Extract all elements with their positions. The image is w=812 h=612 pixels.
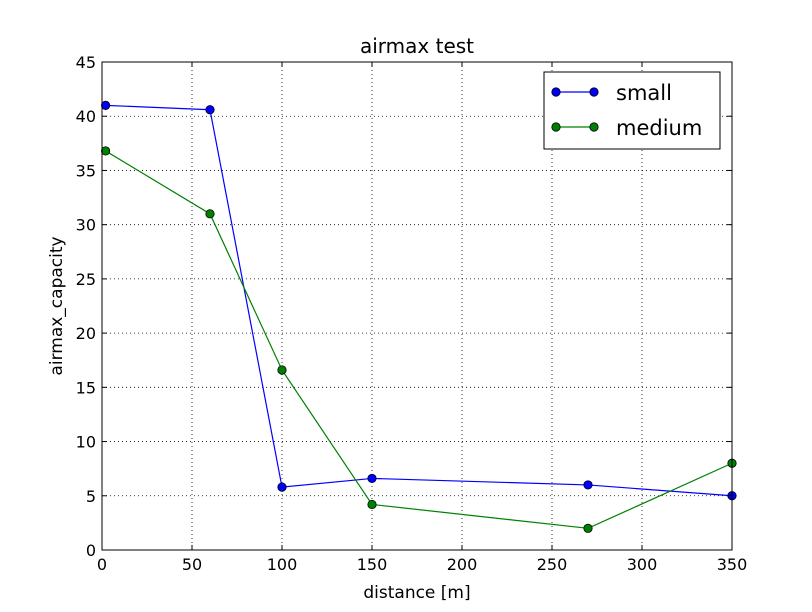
y-tick-label: 30 bbox=[76, 216, 96, 235]
x-tick-label: 250 bbox=[537, 555, 568, 574]
y-tick-label: 0 bbox=[86, 541, 96, 560]
x-axis-label: distance [m] bbox=[363, 583, 470, 603]
data-point-small bbox=[101, 100, 111, 110]
x-tick-label: 150 bbox=[357, 555, 388, 574]
x-tick-label: 350 bbox=[717, 555, 748, 574]
data-point-medium bbox=[367, 499, 377, 510]
y-tick-label: 15 bbox=[76, 378, 96, 397]
legend-label-small: small bbox=[616, 81, 672, 105]
series-medium bbox=[101, 146, 737, 533]
data-point-medium bbox=[277, 365, 287, 375]
x-tick-label: 0 bbox=[97, 555, 107, 574]
x-tick-label: 300 bbox=[627, 555, 658, 574]
series-small bbox=[101, 100, 737, 501]
y-tick-label: 25 bbox=[76, 270, 96, 289]
y-tick-label: 10 bbox=[76, 433, 96, 452]
ticks: 0 50 100 150 200 250 300 350 0 5 10 15 20 25 30 35 40 45 bbox=[76, 53, 748, 574]
legend-marker-small bbox=[589, 87, 599, 97]
x-tick-label: 100 bbox=[267, 555, 298, 574]
y-tick-label: 20 bbox=[76, 324, 96, 343]
series-line-medium bbox=[105, 150, 733, 529]
y-tick-label: 45 bbox=[76, 53, 96, 72]
data-point-medium bbox=[101, 146, 111, 156]
y-tick-label: 5 bbox=[86, 487, 96, 506]
data-point-medium bbox=[205, 209, 215, 219]
x-tick-label: 200 bbox=[447, 555, 478, 574]
y-tick-label: 35 bbox=[76, 161, 96, 180]
legend-box bbox=[543, 71, 721, 150]
series-line-small bbox=[105, 104, 733, 497]
legend-marker-small bbox=[551, 87, 561, 97]
plot-frame bbox=[101, 61, 733, 551]
data-point-small bbox=[367, 473, 377, 484]
y-axis-label: airmax_capacity bbox=[47, 236, 67, 375]
data-point-small bbox=[583, 480, 593, 490]
y-tick-label: 40 bbox=[76, 107, 96, 126]
legend-marker-medium bbox=[589, 122, 599, 132]
x-tick-label: 50 bbox=[182, 555, 202, 574]
legend-marker-medium bbox=[551, 122, 561, 132]
data-point-small bbox=[277, 482, 287, 492]
data-point-small bbox=[205, 105, 215, 115]
legend: small medium bbox=[543, 71, 721, 150]
series-layer bbox=[101, 100, 737, 533]
chart-title: airmax test bbox=[360, 34, 474, 58]
legend-label-medium: medium bbox=[616, 116, 702, 140]
data-point-medium bbox=[583, 523, 593, 533]
